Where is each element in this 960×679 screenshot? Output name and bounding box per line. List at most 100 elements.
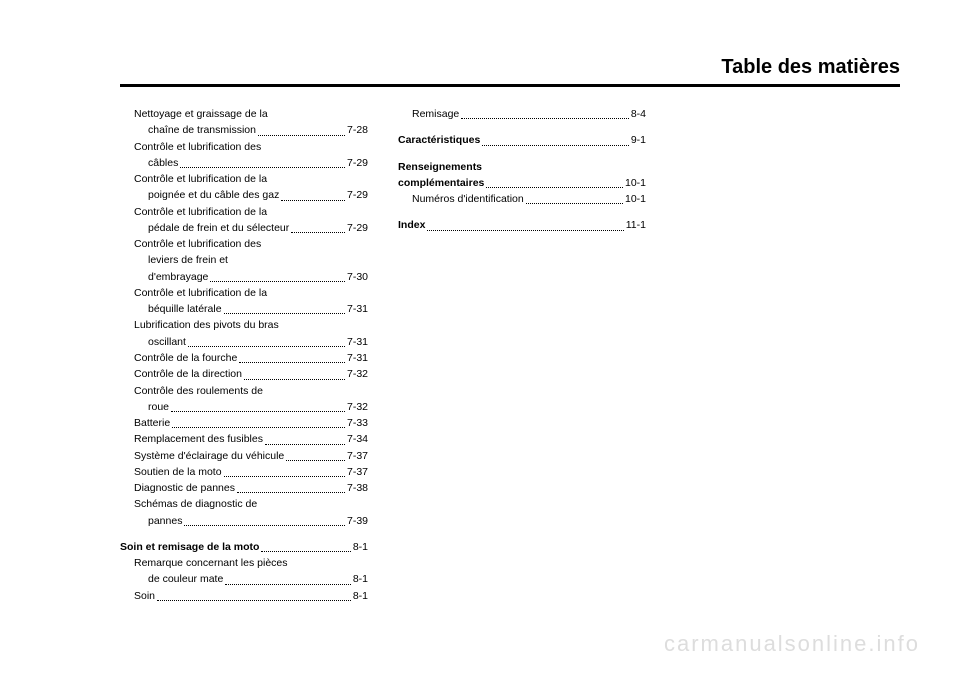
toc-entry-page: 7-29 bbox=[347, 155, 368, 171]
toc-entry-line: Remarque concernant les pièces bbox=[120, 555, 368, 571]
toc-entry-label: Numéros d'identification bbox=[412, 191, 524, 207]
toc-entry-label: d'embrayage bbox=[148, 269, 208, 285]
toc-entry-line: Contrôle et lubrification des bbox=[120, 139, 368, 155]
toc-leader-dots bbox=[291, 232, 345, 233]
toc-entry-label: Système d'éclairage du véhicule bbox=[134, 448, 284, 464]
toc-entry: Soin et remisage de la moto 8-1 bbox=[120, 539, 368, 555]
toc-leader-dots bbox=[237, 492, 345, 493]
toc-leader-dots bbox=[184, 525, 345, 526]
toc-leader-dots bbox=[244, 379, 345, 380]
toc-entry: Contrôle de la direction 7-32 bbox=[120, 366, 368, 382]
toc-entry-page: 10-1 bbox=[625, 175, 646, 191]
toc-leader-dots bbox=[427, 230, 623, 231]
toc-entry-label: Diagnostic de pannes bbox=[134, 480, 235, 496]
toc-column-2: Remisage 8-4 Caractéristiques 9-1 Renseignem… bbox=[398, 106, 646, 604]
toc-entry-label: Remplacement des fusibles bbox=[134, 431, 263, 447]
document-page: Table des matières Nettoyage et graissag… bbox=[0, 0, 960, 679]
toc-leader-dots bbox=[172, 427, 345, 428]
toc-leader-dots bbox=[482, 145, 629, 146]
toc-leader-dots bbox=[171, 411, 345, 412]
page-title: Table des matières bbox=[721, 56, 900, 79]
toc-entry-label: poignée et du câble des gaz bbox=[148, 187, 279, 203]
toc-entry-page: 7-29 bbox=[347, 220, 368, 236]
toc-leader-dots bbox=[239, 362, 345, 363]
header-rule bbox=[120, 84, 900, 87]
toc-entry-page: 7-33 bbox=[347, 415, 368, 431]
toc-entry-label: Batterie bbox=[134, 415, 170, 431]
toc-entry: poignée et du câble des gaz 7-29 bbox=[120, 187, 368, 203]
toc-entry-page: 7-37 bbox=[347, 448, 368, 464]
toc-leader-dots bbox=[265, 444, 345, 445]
toc-entry-page: 9-1 bbox=[631, 132, 646, 148]
toc-entry: oscillant 7-31 bbox=[120, 334, 368, 350]
toc-entry-line: Contrôle et lubrification de la bbox=[120, 171, 368, 187]
toc-entry-page: 8-1 bbox=[353, 539, 368, 555]
toc-entry-page: 11-1 bbox=[626, 217, 646, 233]
toc-leader-dots bbox=[258, 135, 345, 136]
toc-entry-line: Nettoyage et graissage de la bbox=[120, 106, 368, 122]
toc-entry-label: Soutien de la moto bbox=[134, 464, 222, 480]
toc-entry: chaîne de transmission 7-28 bbox=[120, 122, 368, 138]
toc-entry: Remplacement des fusibles 7-34 bbox=[120, 431, 368, 447]
toc-entry: Batterie 7-33 bbox=[120, 415, 368, 431]
toc-leader-dots bbox=[261, 551, 350, 552]
toc-entry-page: 10-1 bbox=[625, 191, 646, 207]
toc-entry-line: Contrôle et lubrification de la bbox=[120, 285, 368, 301]
toc-entry: Système d'éclairage du véhicule 7-37 bbox=[120, 448, 368, 464]
toc-entry-page: 7-31 bbox=[347, 334, 368, 350]
toc-entry: pannes 7-39 bbox=[120, 513, 368, 529]
toc-leader-dots bbox=[210, 281, 345, 282]
toc-leader-dots bbox=[180, 167, 345, 168]
toc-entry: Soutien de la moto7-37 bbox=[120, 464, 368, 480]
toc-entry-page: 7-32 bbox=[347, 399, 368, 415]
toc-entry-label: complémentaires bbox=[398, 175, 484, 191]
toc-leader-dots bbox=[224, 313, 345, 314]
toc-entry-page: 7-28 bbox=[347, 122, 368, 138]
toc-spacer bbox=[398, 122, 646, 132]
toc-entry-line: Lubrification des pivots du bras bbox=[120, 317, 368, 333]
toc-entry: Contrôle de la fourche 7-31 bbox=[120, 350, 368, 366]
toc-leader-dots bbox=[461, 118, 629, 119]
toc-entry-label: Caractéristiques bbox=[398, 132, 480, 148]
toc-entry-line: Contrôle des roulements de bbox=[120, 383, 368, 399]
toc-entry: pédale de frein et du sélecteur 7-29 bbox=[120, 220, 368, 236]
toc-spacer bbox=[120, 529, 368, 539]
toc-entry-page: 7-31 bbox=[347, 350, 368, 366]
toc-entry-line: Contrôle et lubrification des bbox=[120, 236, 368, 252]
toc-entry: Index11-1 bbox=[398, 217, 646, 233]
toc-spacer bbox=[398, 149, 646, 159]
toc-entry-label: roue bbox=[148, 399, 169, 415]
toc-leader-dots bbox=[526, 203, 623, 204]
toc-entry-label: Soin et remisage de la moto bbox=[120, 539, 259, 555]
toc-leader-dots bbox=[286, 460, 345, 461]
toc-entry: béquille latérale 7-31 bbox=[120, 301, 368, 317]
toc-entry-page: 8-1 bbox=[353, 571, 368, 587]
toc-entry-page: 7-30 bbox=[347, 269, 368, 285]
toc-entry-label: pédale de frein et du sélecteur bbox=[148, 220, 289, 236]
toc-entry-page: 7-39 bbox=[347, 513, 368, 529]
toc-entry-page: 8-1 bbox=[353, 588, 368, 604]
toc-entry-label: béquille latérale bbox=[148, 301, 222, 317]
toc-entry-label: pannes bbox=[148, 513, 182, 529]
toc-entry-page: 8-4 bbox=[631, 106, 646, 122]
toc-entry: Soin8-1 bbox=[120, 588, 368, 604]
toc-entry-label: de couleur mate bbox=[148, 571, 223, 587]
toc-entry-line: Renseignements bbox=[398, 159, 646, 175]
toc-entry-page: 7-29 bbox=[347, 187, 368, 203]
toc-entry-page: 7-34 bbox=[347, 431, 368, 447]
toc-entry: de couleur mate 8-1 bbox=[120, 571, 368, 587]
toc-entry-label: Contrôle de la fourche bbox=[134, 350, 237, 366]
toc-entry: Remisage 8-4 bbox=[398, 106, 646, 122]
toc-entry-page: 7-31 bbox=[347, 301, 368, 317]
toc-leader-dots bbox=[157, 600, 351, 601]
toc-entry-label: Remisage bbox=[412, 106, 459, 122]
toc-entry-label: chaîne de transmission bbox=[148, 122, 256, 138]
watermark: carmanualsonline.info bbox=[664, 631, 920, 657]
toc-entry-label: oscillant bbox=[148, 334, 186, 350]
toc-entry: complémentaires 10-1 bbox=[398, 175, 646, 191]
toc-entry: Diagnostic de pannes7-38 bbox=[120, 480, 368, 496]
toc-entry-page: 7-32 bbox=[347, 366, 368, 382]
toc-leader-dots bbox=[224, 476, 345, 477]
toc-spacer bbox=[398, 207, 646, 217]
toc-entry-label: Contrôle de la direction bbox=[134, 366, 242, 382]
